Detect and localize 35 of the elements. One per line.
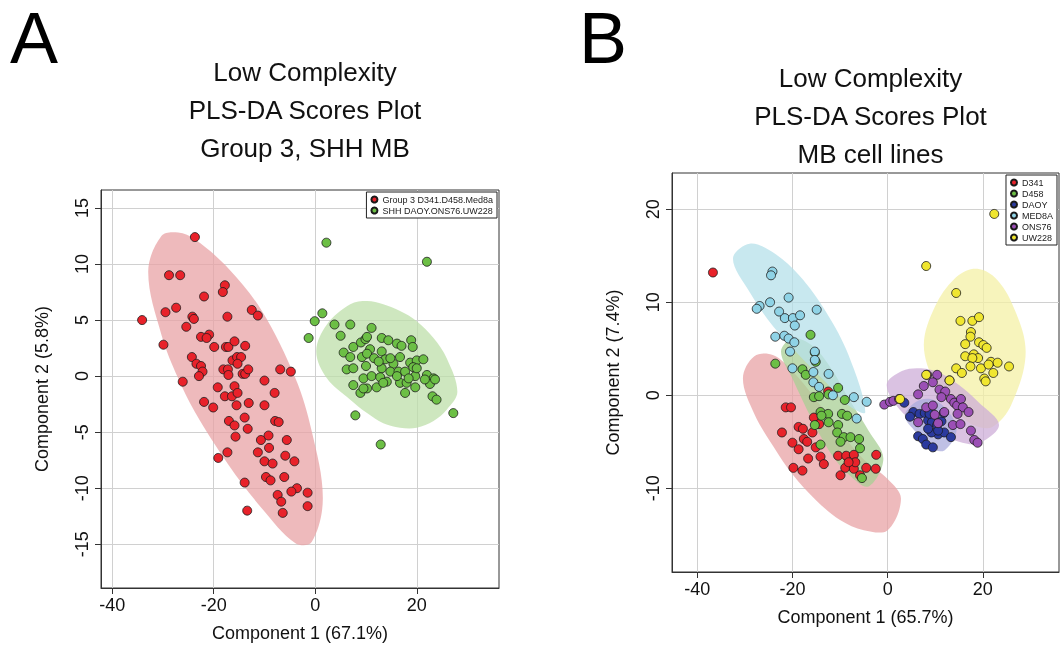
legend-label: Group 3 D341.D458.Med8a bbox=[382, 194, 494, 205]
text: B bbox=[579, 0, 628, 78]
y-axis-title: Component 2 (5.8%) bbox=[32, 305, 52, 473]
legend-label: ONS76 bbox=[1021, 221, 1052, 232]
y-axis-title: Component 2 (7.4%) bbox=[603, 289, 623, 456]
y-tick-label: 10 bbox=[72, 253, 92, 275]
x-tick-label: 0 bbox=[310, 595, 321, 615]
x-tick-label: -20 bbox=[200, 595, 227, 615]
x-tick-label: 0 bbox=[882, 579, 893, 599]
y-tick-label: -10 bbox=[72, 475, 92, 502]
x-tick-label: 20 bbox=[406, 595, 427, 615]
legend-label: UW228 bbox=[1021, 232, 1053, 243]
x-tick-label: 20 bbox=[972, 579, 993, 599]
x-tick-label: -40 bbox=[684, 579, 711, 599]
x-tick-label: -40 bbox=[99, 595, 126, 615]
legend-label: D341 bbox=[1021, 177, 1044, 188]
y-tick-label: 15 bbox=[72, 197, 92, 218]
y-tick-label: 20 bbox=[643, 199, 663, 220]
y-tick-label: 0 bbox=[643, 390, 663, 401]
y-tick-label: 0 bbox=[72, 371, 92, 382]
chart-title: Low Complexity PLS-DA Scores Plot MB cell lines bbox=[754, 63, 988, 169]
legend-label: MED8A bbox=[1021, 210, 1054, 221]
x-axis-title: Component 1 (67.1%) bbox=[211, 623, 389, 643]
legend-label: D458 bbox=[1021, 188, 1044, 199]
legend-label: DAOY bbox=[1021, 199, 1048, 210]
legend-label: SHH DAOY.ONS76.UW228 bbox=[382, 205, 493, 216]
chart-title: Low Complexity PLS-DA Scores Plot Group 3, SHH MB bbox=[188, 57, 423, 163]
y-tick-label: -15 bbox=[72, 531, 92, 558]
text: A bbox=[10, 0, 59, 78]
y-tick-label: 10 bbox=[643, 292, 663, 313]
x-tick-label: -20 bbox=[779, 579, 806, 599]
x-axis-title: Component 1 (65.7%) bbox=[777, 607, 954, 627]
y-tick-label: -10 bbox=[643, 475, 663, 502]
y-tick-label: 5 bbox=[72, 315, 92, 326]
y-tick-label: -5 bbox=[72, 424, 92, 441]
